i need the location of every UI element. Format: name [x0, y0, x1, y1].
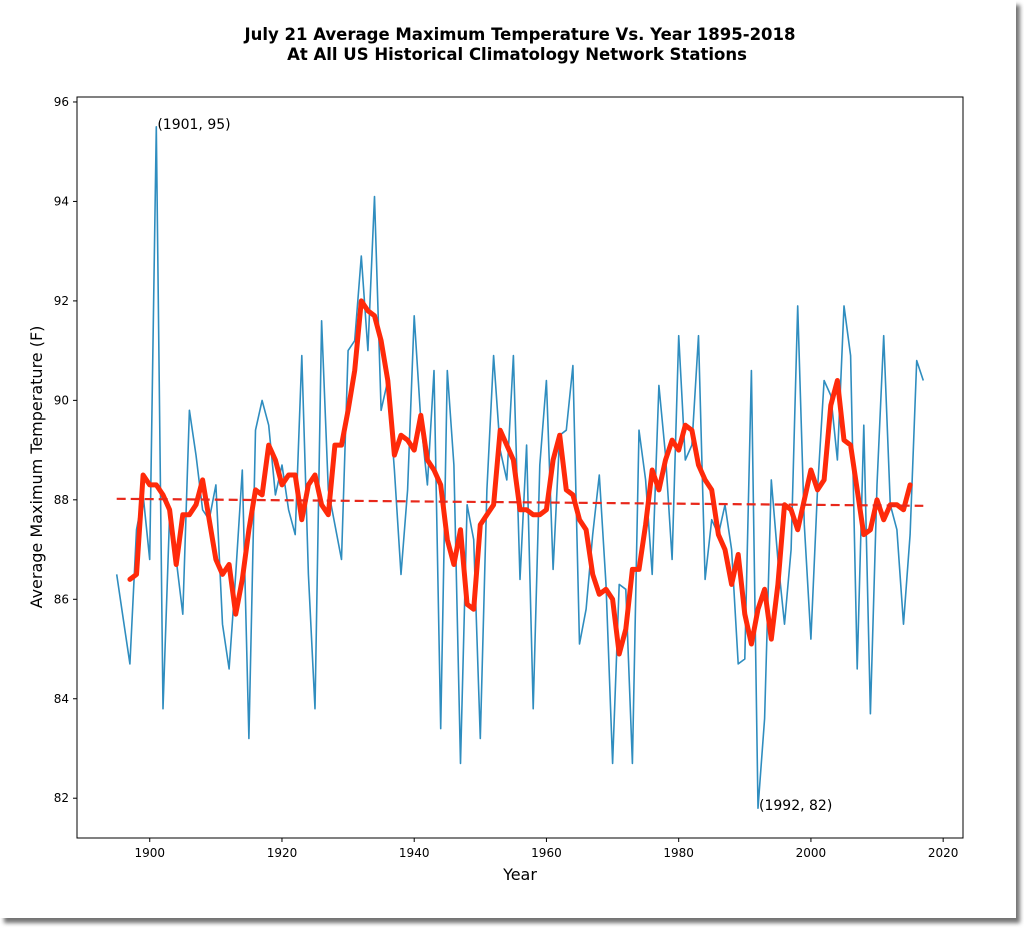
- x-tick-label: 2020: [928, 846, 959, 860]
- x-tick-label: 1940: [399, 846, 430, 860]
- y-axis: 82 84 86 88 90 92 94 96: [54, 95, 77, 805]
- x-tick-label: 1920: [267, 846, 298, 860]
- chart-title: July 21 Average Maximum Temperature Vs. …: [244, 25, 796, 44]
- plot-area: [76, 96, 964, 839]
- x-axis: 1900 1920 1940 1960 1980 2000 2020: [134, 838, 958, 860]
- chart-subtitle: At All US Historical Climatology Network…: [287, 45, 747, 64]
- x-tick-label: 1980: [663, 846, 694, 860]
- annotation-label: (1901, 95): [157, 117, 230, 133]
- y-tick-label: 88: [54, 493, 69, 507]
- series-layer: [115, 126, 925, 810]
- x-tick-label: 1960: [531, 846, 562, 860]
- y-axis-label: Average Maximum Temperature (F): [27, 326, 46, 609]
- y-tick-label: 84: [54, 692, 69, 706]
- series-linear-trend: [116, 497, 924, 507]
- y-tick-label: 82: [54, 791, 69, 805]
- series-running-mean: [127, 298, 913, 657]
- x-tick-label: 2000: [796, 846, 827, 860]
- y-tick-label: 92: [54, 294, 69, 308]
- x-axis-label: Year: [502, 865, 537, 884]
- series-annual-value: [115, 126, 925, 810]
- x-tick-label: 1900: [134, 846, 165, 860]
- annotation-layer: (1901, 95) (1992, 82): [157, 117, 832, 814]
- y-tick-label: 94: [54, 194, 69, 208]
- y-tick-label: 96: [54, 95, 69, 109]
- annotation-label: (1992, 82): [759, 798, 832, 814]
- y-tick-label: 86: [54, 592, 69, 606]
- y-tick-label: 90: [54, 393, 69, 407]
